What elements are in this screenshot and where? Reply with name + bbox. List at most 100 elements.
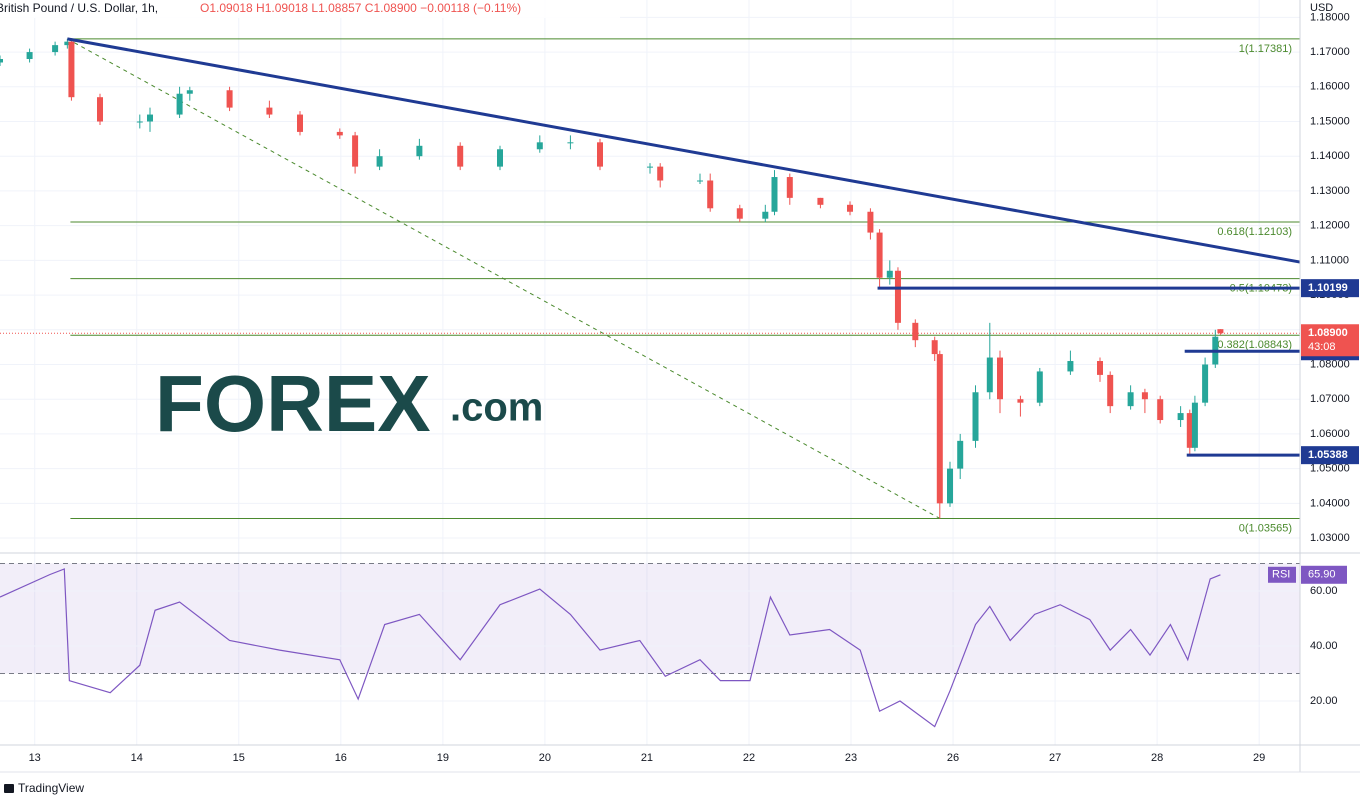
candle-body — [1107, 374, 1114, 407]
rsi-band — [0, 563, 1300, 674]
candle-body — [1157, 399, 1164, 421]
candle-body — [647, 166, 653, 168]
rsi-tick-label: 20.00 — [1310, 695, 1338, 707]
level-tag-label: 1.10199 — [1308, 282, 1348, 294]
candle-body — [536, 142, 543, 150]
candle-body — [707, 180, 714, 209]
candle-body — [1141, 392, 1148, 400]
y-tick-label: 1.14000 — [1310, 150, 1350, 162]
candle-body — [786, 177, 793, 198]
candle-body — [736, 208, 743, 219]
x-tick-label: 29 — [1253, 752, 1265, 764]
x-tick-label: 19 — [437, 752, 449, 764]
candle-body — [226, 90, 233, 108]
candle-body — [867, 211, 874, 233]
x-tick-label: 16 — [335, 752, 347, 764]
x-tick-label: 15 — [233, 752, 245, 764]
rsi-tick-label: 60.00 — [1310, 585, 1338, 597]
header-bg — [0, 0, 620, 18]
candle-body — [912, 322, 919, 341]
y-tick-label: 1.06000 — [1310, 428, 1350, 440]
candle-body — [957, 440, 964, 469]
candle-body — [0, 59, 3, 63]
x-tick-label: 13 — [29, 752, 41, 764]
candle-body — [1202, 364, 1209, 403]
x-tick-label: 14 — [131, 752, 143, 764]
y-tick-label: 1.11000 — [1310, 254, 1349, 266]
x-tick-label: 21 — [641, 752, 653, 764]
watermark-brand: FOREX — [155, 359, 431, 448]
candle-body — [936, 354, 943, 504]
rsi-line — [0, 568, 1221, 728]
candle-body — [147, 114, 153, 122]
candle-body — [336, 131, 343, 136]
footer-logo — [4, 784, 14, 793]
candle-body — [497, 149, 503, 167]
currency-label: USD — [1310, 2, 1333, 14]
candle-body — [771, 177, 778, 212]
candle-body — [1186, 413, 1193, 448]
candle-body — [26, 52, 33, 60]
candle-body — [876, 232, 883, 278]
candle-body — [986, 357, 993, 393]
candle-body — [1097, 361, 1103, 375]
fib-label: 1(1.17381) — [1239, 43, 1292, 55]
candle-body — [1036, 371, 1043, 403]
candle-body — [186, 90, 193, 94]
fib-label: 0.618(1.12103) — [1217, 226, 1292, 238]
candle-body — [567, 142, 574, 144]
candle-body — [972, 392, 979, 441]
y-tick-label: 1.16000 — [1310, 81, 1350, 93]
candle-body — [68, 41, 75, 98]
candle-body — [1191, 402, 1198, 448]
candle-body — [817, 197, 824, 205]
candle-body — [657, 166, 664, 181]
x-tick-label: 28 — [1151, 752, 1163, 764]
x-tick-label: 23 — [845, 752, 857, 764]
y-tick-label: 1.17000 — [1310, 46, 1350, 58]
rsi-name: RSI — [1272, 569, 1290, 581]
level-tag-label: 1.05388 — [1308, 449, 1348, 461]
x-tick-label: 22 — [743, 752, 755, 764]
rsi-name-tag — [1268, 566, 1296, 583]
last-price-label: 1.08900 — [1308, 327, 1348, 339]
candle-body — [266, 107, 273, 115]
plot-layers: 1.03000 1.04000 1.05000 1.06000 1.07000 1.080… — [0, 0, 1359, 764]
y-tick-label: 1.15000 — [1310, 115, 1350, 127]
candle-body — [416, 145, 423, 157]
candle-body — [52, 45, 59, 53]
ohlc-readout: O1.09018 H1.09018 L1.08857 C1.08900 −0.0… — [200, 1, 521, 15]
y-tick-label: 1.05000 — [1310, 463, 1350, 475]
rsi-tick-label: 40.00 — [1310, 640, 1338, 652]
candle-body — [1017, 399, 1024, 403]
candle-body — [894, 270, 901, 323]
y-tick-label: 1.07000 — [1310, 393, 1350, 405]
candle-body — [762, 211, 769, 219]
last-price-tag — [1301, 324, 1359, 357]
candle-body — [457, 145, 464, 167]
watermark-suffix: .com — [450, 386, 543, 430]
rsi-value-tag — [1301, 565, 1347, 584]
fib-diagonal — [67, 38, 941, 519]
fib-label: 0(1.03565) — [1239, 522, 1292, 534]
candle-body — [1127, 392, 1134, 407]
candle-body — [352, 135, 359, 167]
y-tick-label: 1.04000 — [1310, 497, 1350, 509]
candle-body — [931, 340, 938, 355]
rsi-value-label: 65.90 — [1308, 569, 1336, 581]
y-tick-label: 1.03000 — [1310, 532, 1350, 544]
candle-body — [947, 468, 953, 504]
candle-body — [297, 114, 303, 132]
x-tick-label: 26 — [947, 752, 959, 764]
y-tick-label: 1.08000 — [1310, 358, 1350, 370]
candle-body — [376, 156, 383, 167]
footer-brand[interactable]: TradingView — [18, 781, 84, 795]
level-tag — [1301, 279, 1359, 298]
countdown-label: 43:08 — [1308, 341, 1336, 353]
y-tick-label: 1.13000 — [1310, 185, 1350, 197]
trendline — [67, 37, 1301, 264]
level-tag — [1301, 446, 1359, 465]
candle-body — [886, 270, 893, 278]
candle-body — [847, 204, 853, 212]
